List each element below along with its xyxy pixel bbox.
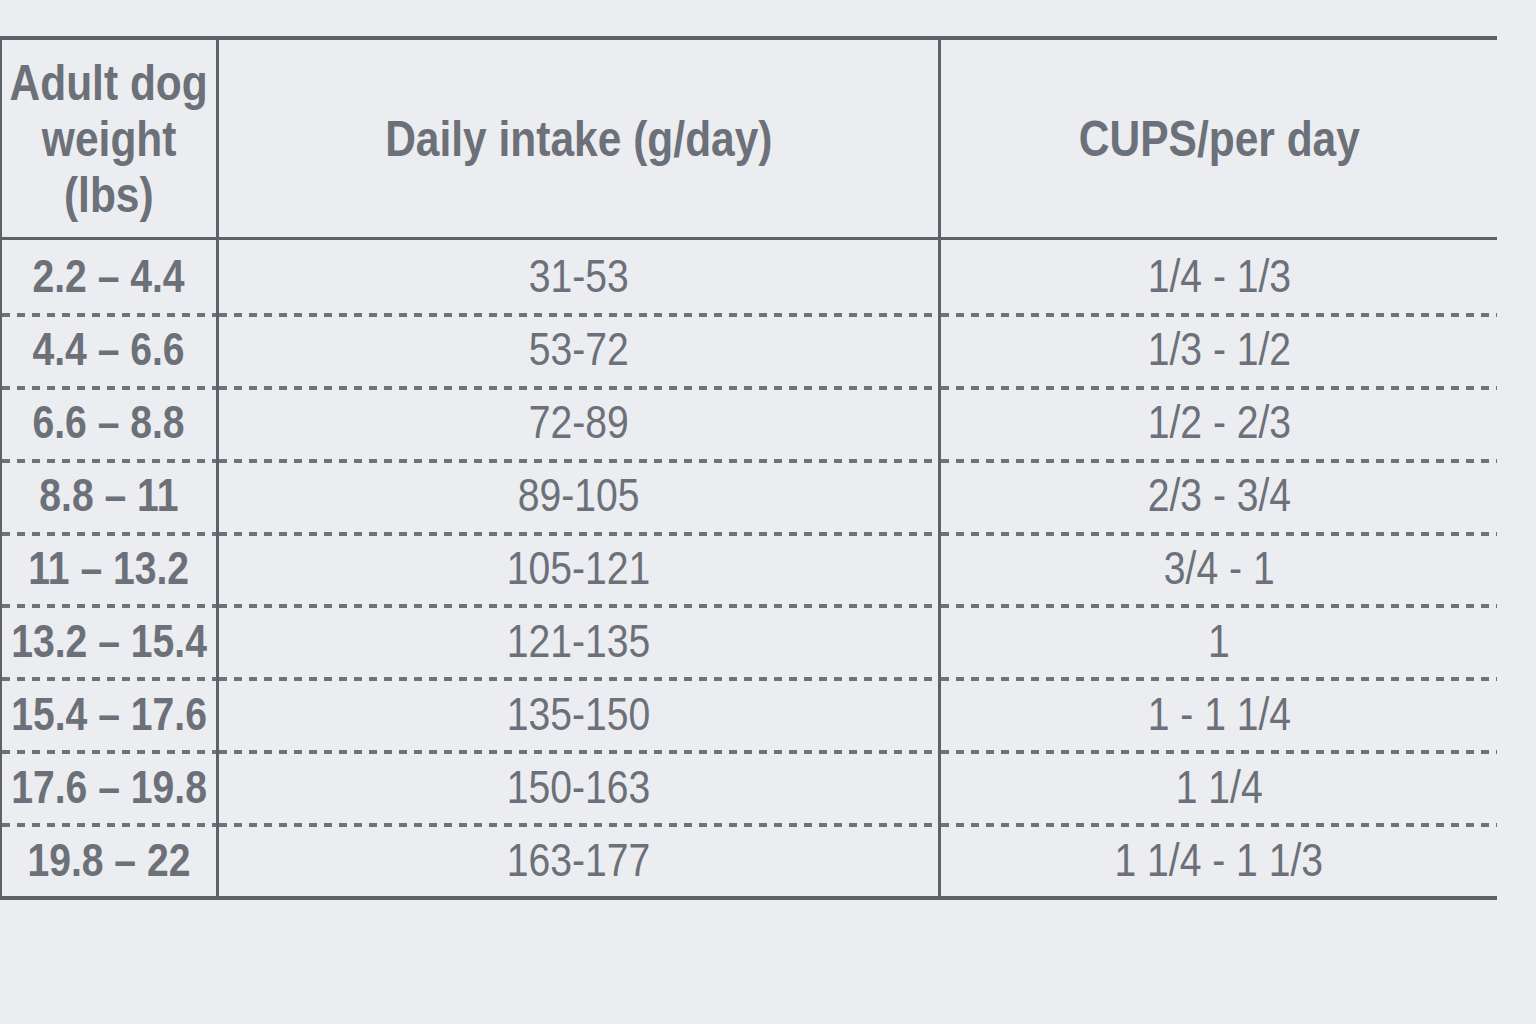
cups-value: 1/2 - 2/3 bbox=[1147, 395, 1290, 449]
table-row: 11 – 13.2 105-121 3/4 - 1 bbox=[2, 532, 1497, 605]
table-row: 8.8 – 11 89-105 2/3 - 3/4 bbox=[2, 459, 1497, 532]
weight-value: 11 – 13.2 bbox=[29, 541, 190, 595]
cups-cell: 1 1/4 - 1 1/3 bbox=[941, 823, 1497, 896]
header-cell-daily-intake: Daily intake (g/day) bbox=[219, 40, 941, 237]
cups-cell: 2/3 - 3/4 bbox=[941, 459, 1497, 532]
cups-value: 1/4 - 1/3 bbox=[1147, 249, 1290, 303]
grams-cell: 121-135 bbox=[219, 604, 941, 677]
grams-value: 89-105 bbox=[518, 468, 640, 522]
header-cups-label: CUPS/per day bbox=[1078, 110, 1359, 168]
weight-cell: 13.2 – 15.4 bbox=[2, 604, 219, 677]
grams-value: 121-135 bbox=[507, 614, 651, 668]
weight-value: 19.8 – 22 bbox=[27, 833, 190, 887]
cups-value: 1/3 - 1/2 bbox=[1147, 322, 1290, 376]
header-daily-intake-label: Daily intake (g/day) bbox=[385, 110, 772, 168]
grams-cell: 89-105 bbox=[219, 459, 941, 532]
grams-cell: 72-89 bbox=[219, 386, 941, 459]
grams-cell: 31-53 bbox=[219, 240, 941, 313]
grams-value: 53-72 bbox=[528, 322, 628, 376]
weight-cell: 15.4 – 17.6 bbox=[2, 677, 219, 750]
feeding-guide-table: Adult dog weight (lbs) Daily intake (g/d… bbox=[0, 36, 1497, 900]
header-weight-line2: weight bbox=[42, 111, 177, 167]
grams-value: 72-89 bbox=[528, 395, 628, 449]
table-row: 15.4 – 17.6 135-150 1 - 1 1/4 bbox=[2, 677, 1497, 750]
cups-cell: 1 - 1 1/4 bbox=[941, 677, 1497, 750]
table-row: 17.6 – 19.8 150-163 1 1/4 bbox=[2, 750, 1497, 823]
grams-value: 163-177 bbox=[507, 833, 651, 887]
weight-value: 4.4 – 6.6 bbox=[33, 322, 185, 376]
cups-value: 3/4 - 1 bbox=[1164, 541, 1275, 595]
weight-value: 13.2 – 15.4 bbox=[11, 614, 207, 668]
cups-value: 2/3 - 3/4 bbox=[1147, 468, 1290, 522]
grams-value: 105-121 bbox=[507, 541, 651, 595]
table-row: 19.8 – 22 163-177 1 1/4 - 1 1/3 bbox=[2, 823, 1497, 896]
cups-cell: 3/4 - 1 bbox=[941, 532, 1497, 605]
header-weight-line3: (lbs) bbox=[64, 167, 154, 223]
weight-value: 2.2 – 4.4 bbox=[33, 249, 185, 303]
cups-value: 1 bbox=[1208, 614, 1230, 668]
weight-cell: 6.6 – 8.8 bbox=[2, 386, 219, 459]
grams-cell: 105-121 bbox=[219, 532, 941, 605]
weight-value: 6.6 – 8.8 bbox=[33, 395, 185, 449]
grams-cell: 135-150 bbox=[219, 677, 941, 750]
cups-value: 1 - 1 1/4 bbox=[1147, 687, 1290, 741]
weight-value: 8.8 – 11 bbox=[39, 468, 178, 522]
cups-value: 1 1/4 - 1 1/3 bbox=[1115, 833, 1324, 887]
table-row: 6.6 – 8.8 72-89 1/2 - 2/3 bbox=[2, 386, 1497, 459]
weight-cell: 17.6 – 19.8 bbox=[2, 750, 219, 823]
grams-cell: 163-177 bbox=[219, 823, 941, 896]
table-row: 2.2 – 4.4 31-53 1/4 - 1/3 bbox=[2, 240, 1497, 313]
grams-value: 135-150 bbox=[507, 687, 651, 741]
weight-cell: 8.8 – 11 bbox=[2, 459, 219, 532]
weight-cell: 11 – 13.2 bbox=[2, 532, 219, 605]
cups-cell: 1/3 - 1/2 bbox=[941, 313, 1497, 386]
grams-value: 31-53 bbox=[528, 249, 628, 303]
grams-cell: 53-72 bbox=[219, 313, 941, 386]
header-cell-cups: CUPS/per day bbox=[941, 40, 1497, 237]
cups-cell: 1 bbox=[941, 604, 1497, 677]
cups-cell: 1/2 - 2/3 bbox=[941, 386, 1497, 459]
cups-cell: 1/4 - 1/3 bbox=[941, 240, 1497, 313]
weight-cell: 19.8 – 22 bbox=[2, 823, 219, 896]
weight-value: 15.4 – 17.6 bbox=[11, 687, 207, 741]
weight-cell: 2.2 – 4.4 bbox=[2, 240, 219, 313]
grams-value: 150-163 bbox=[507, 760, 651, 814]
table-row: 4.4 – 6.6 53-72 1/3 - 1/2 bbox=[2, 313, 1497, 386]
weight-value: 17.6 – 19.8 bbox=[11, 760, 207, 814]
header-cell-weight: Adult dog weight (lbs) bbox=[2, 40, 219, 237]
cups-cell: 1 1/4 bbox=[941, 750, 1497, 823]
cups-value: 1 1/4 bbox=[1176, 760, 1263, 814]
header-weight-line1: Adult dog bbox=[10, 55, 208, 111]
grams-cell: 150-163 bbox=[219, 750, 941, 823]
table-row: 13.2 – 15.4 121-135 1 bbox=[2, 604, 1497, 677]
weight-cell: 4.4 – 6.6 bbox=[2, 313, 219, 386]
table-header-row: Adult dog weight (lbs) Daily intake (g/d… bbox=[2, 40, 1497, 240]
